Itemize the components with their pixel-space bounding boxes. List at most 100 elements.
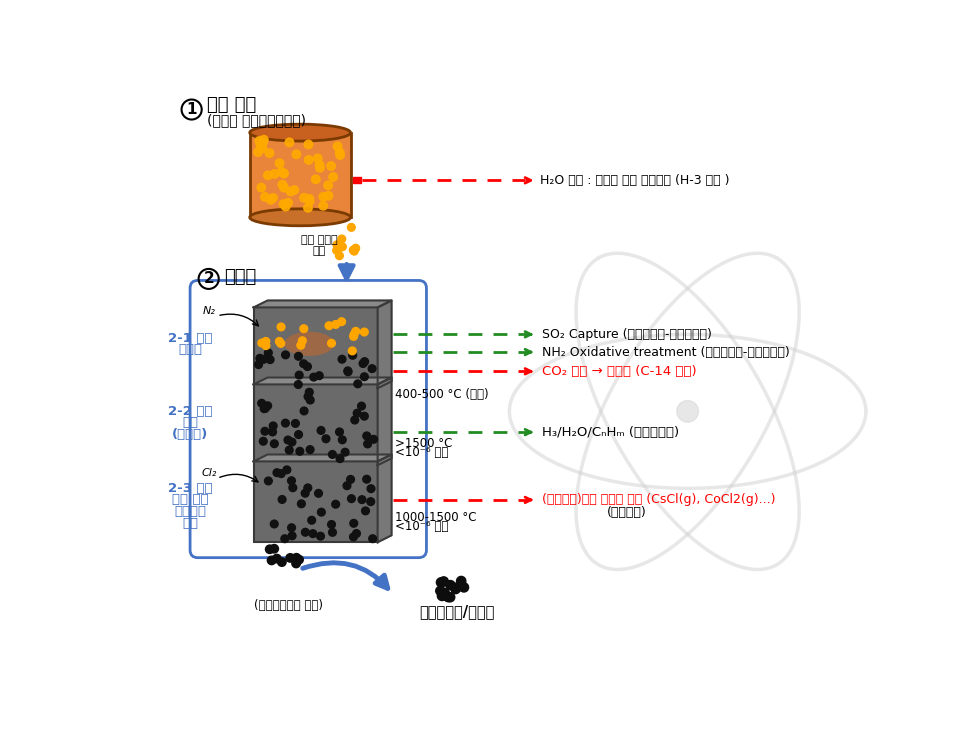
Circle shape (258, 144, 267, 152)
Circle shape (292, 150, 300, 158)
Circle shape (304, 140, 313, 149)
Circle shape (259, 136, 268, 144)
Circle shape (305, 194, 314, 203)
Circle shape (351, 416, 359, 424)
Circle shape (303, 363, 311, 370)
Circle shape (446, 581, 455, 590)
Circle shape (347, 476, 355, 483)
Circle shape (347, 224, 355, 231)
Circle shape (301, 528, 309, 536)
Polygon shape (254, 377, 392, 384)
Circle shape (266, 196, 275, 204)
Circle shape (459, 583, 469, 592)
Circle shape (284, 199, 292, 207)
Circle shape (258, 139, 267, 147)
Circle shape (317, 427, 325, 434)
Circle shape (440, 589, 449, 597)
Text: (무기핵종)금속 염화물 증기 (CsCl(g), CoCl2(g)...): (무기핵종)금속 염화물 증기 (CsCl(g), CoCl2(g)...) (542, 493, 775, 507)
Circle shape (267, 556, 276, 564)
Circle shape (353, 409, 361, 417)
Circle shape (350, 533, 358, 541)
Circle shape (314, 154, 322, 163)
Circle shape (277, 323, 285, 331)
Circle shape (335, 252, 343, 259)
Circle shape (358, 402, 366, 410)
Circle shape (261, 405, 269, 412)
Circle shape (312, 175, 320, 183)
Polygon shape (377, 301, 392, 388)
Circle shape (286, 446, 293, 454)
Circle shape (288, 477, 295, 485)
Circle shape (358, 496, 366, 504)
Circle shape (289, 532, 296, 539)
Circle shape (451, 584, 460, 594)
Circle shape (349, 246, 357, 254)
Text: H₃/H₂O/CₙHₘ (일반폐기물): H₃/H₂O/CₙHₘ (일반폐기물) (542, 426, 679, 438)
Circle shape (269, 428, 277, 436)
Circle shape (264, 349, 272, 357)
Circle shape (349, 351, 357, 359)
Polygon shape (254, 301, 392, 307)
Text: 투입: 투입 (313, 246, 326, 257)
Circle shape (292, 553, 300, 562)
Text: 2: 2 (204, 271, 215, 287)
Circle shape (316, 161, 324, 169)
Circle shape (328, 339, 335, 347)
Circle shape (326, 322, 332, 330)
Circle shape (277, 168, 286, 176)
Circle shape (277, 339, 285, 347)
Circle shape (288, 524, 295, 531)
Text: SO₂ Capture (일반폐기물-양이온수지): SO₂ Capture (일반폐기물-양이온수지) (542, 328, 712, 341)
Circle shape (337, 318, 345, 325)
Circle shape (310, 373, 318, 381)
Circle shape (304, 393, 312, 400)
Circle shape (259, 356, 267, 363)
Text: 2-1 단계: 2-1 단계 (168, 332, 213, 345)
Circle shape (294, 353, 302, 360)
Circle shape (294, 380, 302, 388)
Circle shape (334, 245, 342, 253)
Circle shape (276, 338, 283, 345)
Circle shape (279, 169, 288, 177)
Circle shape (279, 200, 288, 208)
Circle shape (338, 235, 345, 243)
Text: 염화증발: 염화증발 (175, 505, 206, 518)
Circle shape (254, 148, 262, 156)
Text: <10⁻⁶ 기압: <10⁻⁶ 기압 (396, 520, 448, 534)
Circle shape (361, 328, 369, 336)
Circle shape (370, 435, 377, 443)
Circle shape (341, 449, 349, 456)
Circle shape (257, 183, 265, 192)
Text: (규제면제조건 만족): (규제면제조건 만족) (254, 599, 323, 612)
Circle shape (319, 193, 328, 201)
Circle shape (369, 535, 376, 542)
Circle shape (444, 592, 453, 602)
Text: (광물화): (광물화) (172, 428, 209, 441)
Circle shape (329, 173, 337, 181)
Circle shape (296, 447, 303, 455)
Text: 1: 1 (186, 102, 197, 117)
Circle shape (446, 592, 454, 602)
Circle shape (300, 194, 308, 202)
Circle shape (288, 438, 295, 446)
Circle shape (336, 454, 344, 463)
Text: N₂: N₂ (203, 306, 215, 316)
Circle shape (316, 163, 324, 172)
Circle shape (439, 591, 448, 600)
Circle shape (325, 191, 332, 200)
Circle shape (352, 328, 360, 335)
Circle shape (256, 355, 264, 362)
Text: <10⁻⁶ 기압: <10⁻⁶ 기압 (396, 446, 448, 460)
Circle shape (344, 367, 352, 375)
Circle shape (260, 193, 269, 202)
Circle shape (350, 247, 358, 255)
Circle shape (335, 148, 344, 157)
FancyBboxPatch shape (254, 307, 377, 388)
Circle shape (315, 372, 323, 380)
Circle shape (269, 194, 277, 202)
Circle shape (338, 356, 346, 363)
Text: 탈가스: 탈가스 (178, 343, 202, 356)
Circle shape (270, 440, 278, 448)
Text: 1000-1500 °C: 1000-1500 °C (396, 511, 477, 524)
Circle shape (304, 204, 312, 212)
